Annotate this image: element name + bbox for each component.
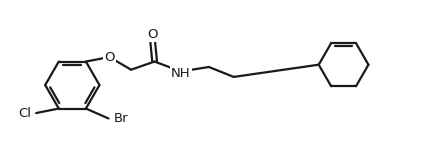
Text: Br: Br (114, 112, 128, 125)
Text: Cl: Cl (19, 107, 32, 120)
Text: NH: NH (171, 67, 191, 80)
Text: O: O (104, 50, 115, 64)
Text: O: O (147, 28, 158, 41)
